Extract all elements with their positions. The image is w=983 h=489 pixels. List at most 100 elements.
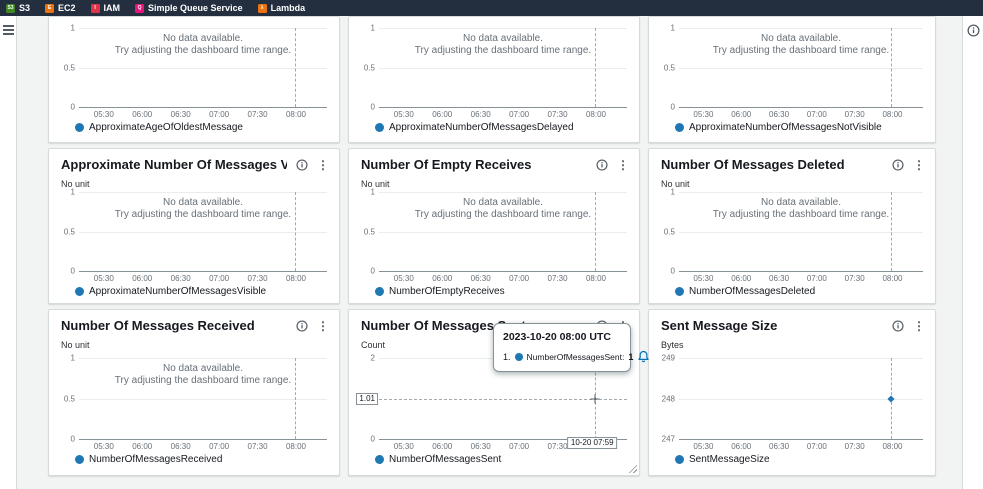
- resize-grip[interactable]: [628, 464, 637, 473]
- x-tick: 08:00: [882, 110, 902, 119]
- kebab-menu-icon[interactable]: ⋮: [317, 159, 329, 171]
- x-tick: 05:30: [94, 110, 114, 119]
- legend-dot: [675, 455, 684, 464]
- chart-panel-approximate-number-of-messages-not-visible: ⋮ 1 0.5 0 1.01 No data available. Try ad…: [648, 16, 936, 143]
- y-tick: 1: [671, 24, 675, 33]
- info-icon[interactable]: [892, 320, 904, 332]
- favorites-bar: S3 S3 E EC2 I IAM Q Simple Queue Service…: [0, 0, 983, 16]
- chart-plot[interactable]: 1 0.5 0 1.01 No data available. Try adju…: [379, 192, 627, 272]
- legend[interactable]: NumberOfMessagesSent: [375, 454, 501, 465]
- kebab-menu-icon[interactable]: ⋮: [913, 320, 925, 332]
- legend-dot: [675, 123, 684, 132]
- chart-plot[interactable]: 1 0.5 0 1.01 No data available. Try adju…: [379, 28, 627, 108]
- no-data-message: No data available. Try adjusting the das…: [679, 33, 923, 57]
- y-tick: 0.5: [64, 227, 75, 236]
- legend-label: ApproximateNumberOfMessagesDelayed: [389, 122, 574, 133]
- favorite-item[interactable]: S3 S3: [6, 3, 30, 13]
- x-tick: 08:00: [286, 274, 306, 283]
- unit-label: No unit: [61, 179, 339, 189]
- info-icon[interactable]: [296, 159, 308, 171]
- legend-dot: [375, 287, 384, 296]
- kebab-menu-icon[interactable]: ⋮: [317, 320, 329, 332]
- x-tick: 06:00: [132, 274, 152, 283]
- panel-header: Number Of Messages Received ⋮: [49, 310, 339, 334]
- x-tick: 08:00: [586, 274, 606, 283]
- tooltip-timestamp: 2023-10-20 08:00 UTC: [503, 331, 621, 343]
- legend-label: SentMessageSize: [689, 454, 770, 465]
- kebab-menu-icon[interactable]: ⋮: [913, 159, 925, 171]
- y-tick: 0.5: [364, 63, 375, 72]
- x-tick: 06:30: [171, 442, 191, 451]
- dashboard-area: ⋮ 1 0.5 0 1.01 No data available. Try ad…: [17, 16, 962, 489]
- favorite-item-label: EC2: [58, 3, 76, 13]
- data-point: [888, 395, 895, 402]
- create-alarm-bell-icon[interactable]: [637, 350, 650, 363]
- chart-panel-approximate-number-of-messages-delayed: ⋮ 1 0.5 0 1.01 No data available. Try ad…: [348, 16, 640, 143]
- legend-dot: [75, 287, 84, 296]
- chart-plot[interactable]: 249 248 247 1.01 No data available. Try …: [679, 358, 923, 440]
- info-icon[interactable]: [596, 159, 608, 171]
- x-tick: 07:30: [248, 110, 268, 119]
- x-tick: 07:30: [548, 110, 568, 119]
- x-axis: 08:0007:3007:0006:3006:0005:30 10-20 07:…: [379, 440, 627, 453]
- chart-plot[interactable]: 1 0.5 0 1.01 No data available. Try adju…: [79, 192, 327, 272]
- legend-label: NumberOfMessagesDeleted: [689, 286, 815, 297]
- unit-label: No unit: [361, 179, 639, 189]
- x-tick: 07:30: [548, 274, 568, 283]
- unit-label: Bytes: [661, 340, 935, 350]
- panel-header: Sent Message Size ⋮: [649, 310, 935, 334]
- no-data-message: No data available. Try adjusting the das…: [79, 197, 327, 221]
- kebab-menu-icon[interactable]: ⋮: [617, 159, 629, 171]
- x-axis: 08:0007:3007:0006:3006:0005:30 10-20 07:…: [79, 440, 327, 453]
- y-tick: 1: [71, 188, 75, 197]
- legend[interactable]: NumberOfMessagesReceived: [75, 454, 222, 465]
- legend[interactable]: ApproximateAgeOfOldestMessage: [75, 122, 243, 133]
- panel-title: Sent Message Size: [661, 318, 883, 333]
- chart-plot[interactable]: 1 0.5 0 1.01 No data available. Try adju…: [679, 28, 923, 108]
- hover-x-label: 10-20 07:59: [567, 437, 618, 449]
- favorite-item-label: S3: [19, 3, 30, 13]
- legend-dot: [675, 287, 684, 296]
- tooltip-series-row: 1. NumberOfMessagesSent: 1: [503, 350, 621, 363]
- legend[interactable]: SentMessageSize: [675, 454, 770, 465]
- no-data-message: No data available. Try adjusting the das…: [79, 33, 327, 57]
- favorite-item[interactable]: Q Simple Queue Service: [135, 3, 243, 13]
- legend[interactable]: ApproximateNumberOfMessagesDelayed: [375, 122, 574, 133]
- dashboard-grid: ⋮ 1 0.5 0 1.01 No data available. Try ad…: [48, 16, 936, 476]
- favorite-item[interactable]: λ Lambda: [258, 3, 306, 13]
- x-tick: 07:00: [509, 274, 529, 283]
- hamburger-menu-icon[interactable]: [3, 25, 14, 27]
- y-tick: 0: [671, 103, 675, 112]
- legend[interactable]: NumberOfMessagesDeleted: [675, 286, 815, 297]
- help-panel-icon[interactable]: [967, 24, 980, 489]
- chart-tooltip: 2023-10-20 08:00 UTC 1. NumberOfMessages…: [493, 323, 631, 372]
- favorite-item[interactable]: E EC2: [45, 3, 76, 13]
- legend-label: NumberOfEmptyReceives: [389, 286, 505, 297]
- x-tick: 06:30: [171, 110, 191, 119]
- y-tick: 0: [71, 267, 75, 276]
- x-tick: 07:00: [209, 442, 229, 451]
- legend[interactable]: ApproximateNumberOfMessagesVisible: [75, 286, 266, 297]
- x-tick: 07:30: [248, 442, 268, 451]
- favorite-item[interactable]: I IAM: [91, 3, 121, 13]
- y-tick: 1: [71, 354, 75, 363]
- info-icon[interactable]: [892, 159, 904, 171]
- info-icon[interactable]: [296, 320, 308, 332]
- x-tick: 05:30: [693, 274, 713, 283]
- chart-plot[interactable]: 1 0.5 0 1.01 No data available. Try adju…: [79, 358, 327, 440]
- gridline: [79, 232, 327, 233]
- chart-plot[interactable]: 1 0.5 0 1.01 No data available. Try adju…: [679, 192, 923, 272]
- legend[interactable]: ApproximateNumberOfMessagesNotVisible: [675, 122, 882, 133]
- gridline: [679, 192, 923, 193]
- x-tick: 06:30: [769, 110, 789, 119]
- x-tick: 06:00: [731, 274, 751, 283]
- no-data-message: No data available. Try adjusting the das…: [679, 197, 923, 221]
- y-tick: 1: [371, 188, 375, 197]
- legend[interactable]: NumberOfEmptyReceives: [375, 286, 505, 297]
- x-axis: 08:0007:3007:0006:3006:0005:30 10-20 07:…: [679, 440, 923, 453]
- gridline: [79, 358, 327, 359]
- x-tick: 06:00: [731, 442, 751, 451]
- gridline: [79, 28, 327, 29]
- x-tick: 06:30: [769, 442, 789, 451]
- chart-plot[interactable]: 1 0.5 0 1.01 No data available. Try adju…: [79, 28, 327, 108]
